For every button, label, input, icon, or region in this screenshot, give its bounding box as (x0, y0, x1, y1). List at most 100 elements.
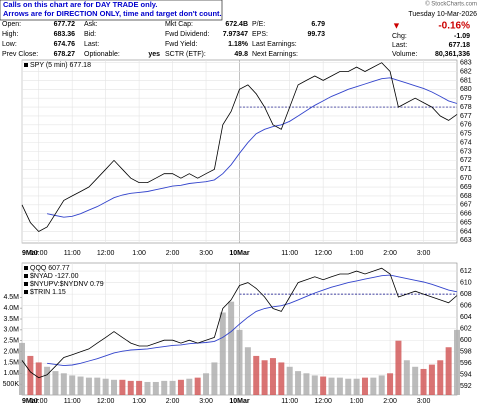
x-tick-label: 10:00 (30, 250, 48, 257)
x-tick-label: 3:00 (199, 250, 213, 257)
y2-tick-label: 3.0M (3, 327, 19, 334)
volume-bar (44, 366, 51, 395)
volume-bar (211, 362, 218, 395)
legend-label: $TRIN 1.15 (30, 289, 66, 296)
volume-bar (412, 366, 419, 395)
x-tick-label: 11:00 (281, 398, 298, 405)
volume-bar (353, 378, 360, 395)
y-tick-label: 676 (460, 122, 472, 129)
x-tick-label: 1:00 (132, 398, 146, 405)
note-line: Arrows are for DIRECTION ONLY, time and … (3, 9, 222, 18)
volume-bar (403, 360, 410, 395)
volume-bar (194, 377, 201, 395)
y-tick-label: 665 (460, 219, 472, 226)
volume-bar (77, 376, 84, 395)
volume-bar (311, 375, 318, 395)
y-tick-label: 674 (460, 139, 472, 146)
y-tick-label: 663 (460, 237, 472, 244)
volume-bar (69, 375, 76, 395)
volume-bar (395, 340, 402, 395)
y2-tick-label: 1.0M (3, 370, 19, 377)
quote-value: 677.18 (449, 42, 471, 49)
quote-value: 677.72 (54, 21, 76, 28)
quote-value: 49.8 (234, 51, 248, 58)
y-tick-label: 610 (460, 279, 472, 286)
note-line: Calls on this chart are for DAY TRADE on… (3, 0, 157, 9)
volume-bar (236, 329, 243, 395)
y-tick-label: 592 (460, 383, 472, 390)
quote-label: Last: (84, 41, 99, 48)
volume-bar (286, 366, 293, 395)
volume-bar (136, 380, 143, 395)
quote-label: Open: (2, 21, 21, 28)
volume-bar (278, 362, 285, 395)
quote-label: Chg: (392, 33, 407, 40)
y-tick-label: 672 (460, 157, 472, 164)
price-line (21, 62, 458, 232)
legend-swatch (24, 274, 28, 278)
y-tick-label: 673 (460, 148, 472, 155)
y2-tick-label: 3.5M (3, 316, 19, 323)
volume-bar (111, 379, 118, 395)
down-arrow: ▼ (392, 20, 401, 30)
volume-bar (295, 371, 302, 395)
volume-bar (94, 377, 101, 395)
quote-label: Optionable: (84, 51, 120, 58)
y-tick-label: 671 (460, 166, 472, 173)
volume-bar (102, 378, 109, 395)
quote-label: SCTR (ETF): (165, 51, 206, 58)
y2-tick-label: 2.5M (3, 338, 19, 345)
quote-label: Prev Close: (2, 51, 38, 58)
quote-value: 674.76 (54, 41, 76, 48)
x-tick-label: 10Mar (229, 398, 250, 405)
volume-bar (454, 329, 460, 395)
volume-bar (27, 355, 34, 395)
x-tick-label: 9Mar (22, 250, 39, 257)
quote-label: Bid: (84, 31, 96, 38)
volume-bar (428, 364, 435, 395)
volume-bar (144, 381, 151, 395)
quote-label: Last Earnings: (252, 41, 297, 48)
quote-value: 1.18% (228, 41, 249, 48)
quote-label: Low: (2, 41, 17, 48)
y-tick-label: 602 (460, 326, 472, 333)
legend-swatch (24, 63, 28, 67)
y-tick-label: 683 (460, 60, 472, 67)
volume-bar (85, 377, 92, 395)
y-tick-label: 608 (460, 291, 472, 298)
y-tick-label: 675 (460, 131, 472, 138)
volume-bar (35, 362, 42, 395)
x-tick-label: 3:00 (199, 398, 213, 405)
legend-swatch (24, 290, 28, 294)
volume-bar (361, 377, 368, 395)
quote-label: Volume: (392, 51, 417, 58)
volume-bar (52, 371, 59, 395)
volume-bar (186, 378, 193, 395)
volume-bar (437, 360, 444, 395)
x-tick-label: 2:00 (166, 250, 180, 257)
x-tick-label: 10Mar (229, 250, 250, 257)
watermark: © StockCharts.com (425, 1, 477, 8)
volume-bar (320, 376, 327, 395)
legend-swatch (24, 282, 28, 286)
y-tick-label: 680 (460, 86, 472, 93)
x-tick-label: 12:00 (314, 398, 332, 405)
quote-value: 99.73 (307, 31, 325, 38)
volume-bar (387, 373, 394, 395)
volume-bar (177, 379, 184, 395)
quote-label: High: (2, 31, 18, 38)
x-tick-label: 11:00 (281, 250, 298, 257)
quote-label: Next Earnings: (252, 51, 298, 58)
y-tick-label: 679 (460, 95, 472, 102)
change-pct: -0.16% (438, 21, 470, 32)
volume-bar (228, 301, 235, 395)
legend-swatch (24, 266, 28, 270)
x-tick-label: 2:00 (383, 250, 397, 257)
x-tick-label: 2:00 (383, 398, 397, 405)
volume-bar (261, 360, 268, 395)
y2-tick-label: 4.0M (3, 305, 19, 312)
quote-value: 683.36 (54, 31, 76, 38)
x-tick-label: 1:00 (350, 250, 364, 257)
moving-average (47, 274, 458, 367)
